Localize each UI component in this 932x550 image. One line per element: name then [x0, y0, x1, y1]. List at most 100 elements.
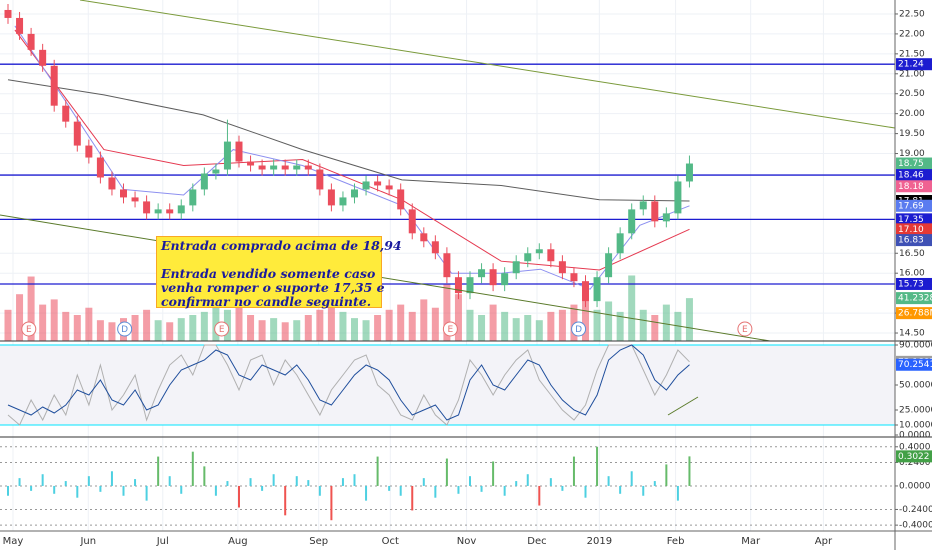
oscillator-bar [168, 476, 171, 486]
oscillator-bar [157, 456, 160, 486]
oscillator-bar [492, 461, 495, 486]
volume-bar [166, 322, 174, 341]
volume-bar [200, 311, 208, 341]
candle-body [374, 181, 382, 186]
volume-bar [685, 298, 693, 341]
event-label: E [448, 325, 454, 335]
x-tick-label: Dec [527, 536, 546, 547]
oscillator-bar [134, 479, 137, 486]
y-tick-label: -0.2400 [899, 505, 932, 515]
moving-average [7, 79, 690, 202]
oscillator-bar [376, 456, 379, 486]
price-badge-bg [896, 199, 932, 212]
indicator-badge: 0.3022 [898, 452, 930, 462]
trend-line [667, 396, 699, 416]
price-badge-bg [896, 223, 932, 236]
volume-bar [385, 309, 393, 341]
candle-body [96, 157, 104, 178]
price-badge: 21.24 [898, 60, 924, 70]
candle-body [651, 201, 659, 222]
volume-bar [39, 304, 47, 341]
event-label: E [742, 325, 748, 335]
candle-body [558, 261, 566, 274]
oscillator-bar [307, 480, 310, 486]
event-marker [214, 321, 230, 337]
oscillator-bar [584, 485, 587, 498]
oscillator-bar [630, 471, 633, 486]
candle-body [466, 277, 474, 294]
annotation-line: Entrada comprado acima de 18,94 [161, 238, 402, 253]
volume-bar [512, 318, 520, 341]
y-tick-label: 0.0000 [899, 481, 931, 491]
candle-body [662, 213, 670, 222]
candle-body [316, 169, 324, 190]
candle-body [120, 189, 127, 198]
oscillator-bar [503, 485, 506, 496]
oscillator-bar [76, 485, 79, 498]
candle-body [223, 141, 231, 170]
volume-bar [558, 309, 566, 341]
event-label: E [219, 325, 225, 335]
volume-bar [454, 294, 462, 341]
oscillator-bar [549, 478, 552, 486]
candle-body [293, 165, 301, 170]
volume-bar [50, 299, 58, 341]
y-tick-label: 90.0000 [899, 341, 932, 351]
candle-body [628, 209, 636, 234]
candle-body [489, 269, 497, 286]
volume-bar [270, 318, 278, 341]
oscillator-bar [341, 478, 344, 486]
volume-bar [420, 299, 428, 341]
oscillator-bar [411, 485, 414, 511]
oscillator-bar [295, 476, 298, 486]
candle-body [570, 273, 578, 282]
oscillator-bar [122, 485, 125, 496]
price-badge: 15.73 [898, 279, 924, 289]
oscillator-bar [214, 485, 217, 496]
volume-bar [131, 315, 139, 341]
volume-bar [605, 301, 613, 341]
y-tick-label: 22.50 [899, 9, 925, 19]
event-marker [21, 321, 37, 337]
volume-bar [177, 318, 185, 341]
candle-body [62, 105, 70, 122]
y-tick-label: 19.00 [899, 149, 925, 159]
candle-body [454, 277, 462, 294]
volume-bar [524, 315, 532, 341]
indicator-badge: 70.2541 [898, 360, 932, 370]
candle-body [189, 189, 197, 206]
x-tick-label: Apr [815, 536, 833, 547]
oscillator-bar [330, 485, 333, 521]
candle-body [327, 189, 335, 206]
y-tick-label: 19.50 [899, 129, 925, 139]
volume-bar [73, 315, 81, 341]
price-badge-bg [896, 180, 932, 193]
oscillator-bar [469, 476, 471, 486]
candle-body [524, 253, 532, 262]
y-tick-label: 25.0000 [899, 406, 932, 416]
annotation-box: Entrada comprado acima de 18,94 Entrada v… [156, 236, 402, 309]
volume-bar [4, 309, 12, 341]
candle-body [39, 49, 47, 66]
oscillator-bar [596, 446, 599, 486]
x-tick-label: Oct [382, 536, 399, 547]
y-tick-label: 22.00 [899, 29, 925, 39]
volume-bar [593, 309, 601, 341]
event-label: D [121, 325, 128, 335]
candle-body [143, 201, 151, 214]
y-tick-label: 0.0000 [899, 431, 931, 441]
volume-bar [27, 276, 35, 341]
stochastic-line [7, 344, 690, 421]
volume-badge-bg [896, 292, 932, 305]
volume-bar [96, 320, 104, 341]
candle-body [616, 233, 624, 254]
volume-bar [327, 304, 335, 341]
candle-body [281, 165, 289, 170]
candle-body [639, 201, 647, 210]
annotation-line [161, 253, 377, 267]
candle-body [535, 249, 543, 254]
volume-badge-bg [896, 307, 932, 320]
oscillator-bar [480, 485, 483, 492]
event-label: D [575, 325, 582, 335]
oscillator-bar [619, 485, 622, 494]
